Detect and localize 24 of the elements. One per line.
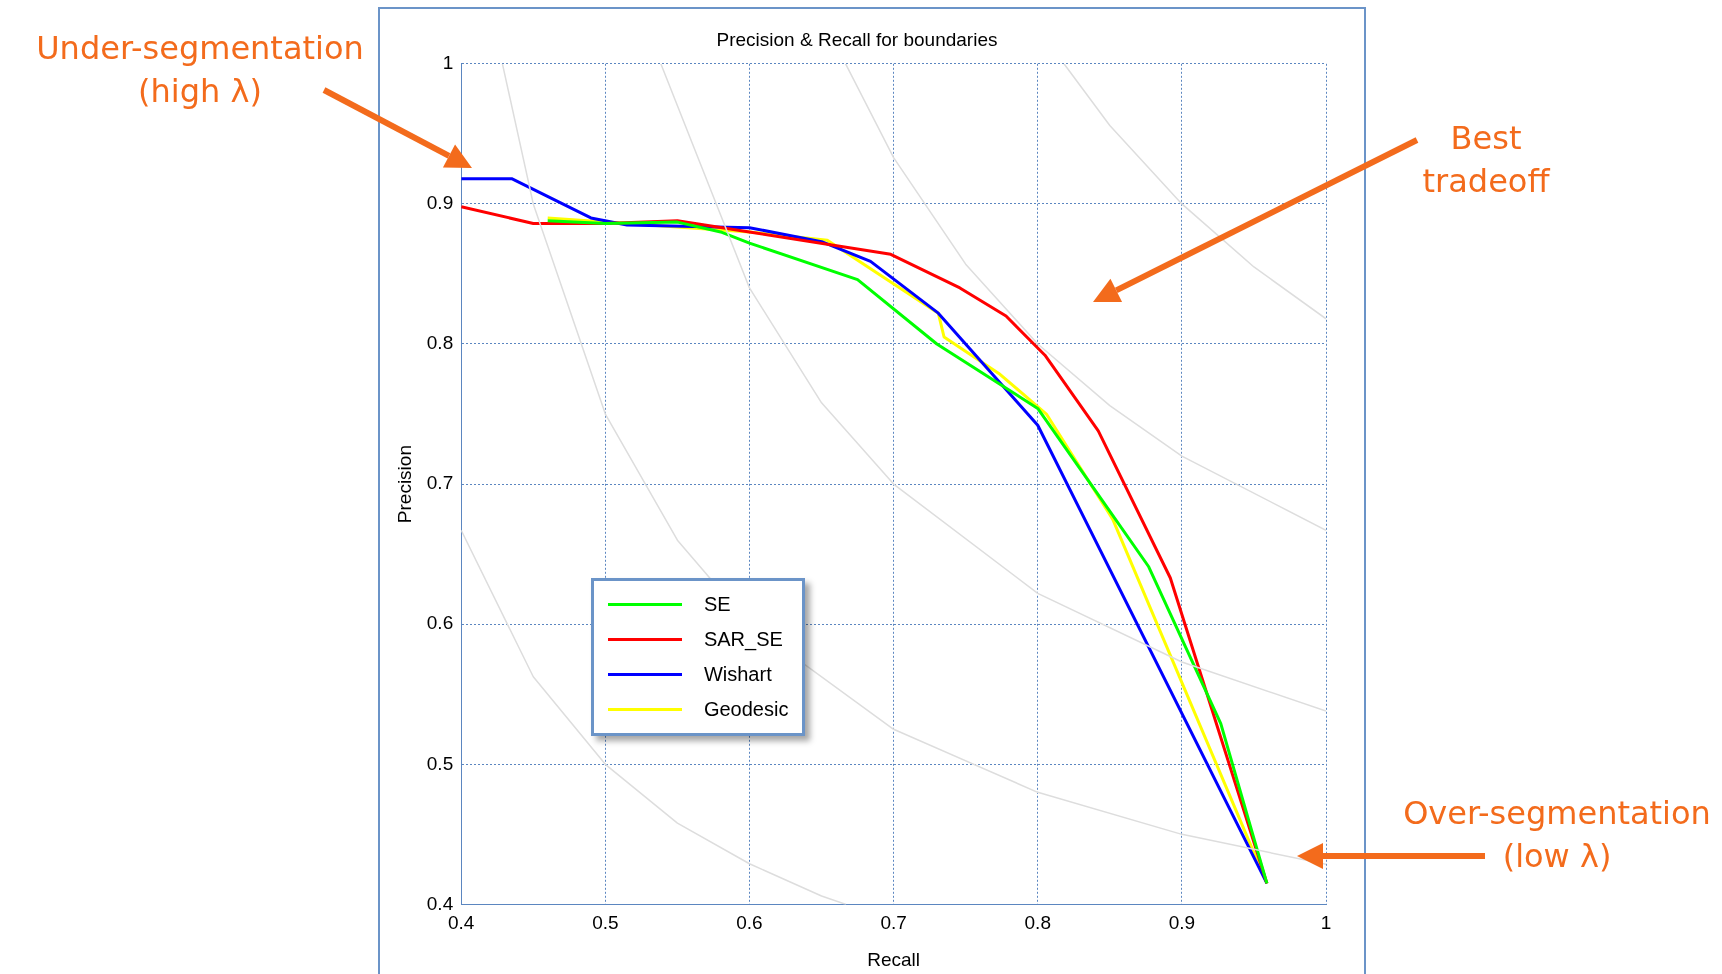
y-tick-label: 0.8 [426, 332, 454, 354]
y-tick-label: 0.9 [426, 192, 454, 214]
legend-label: SE [703, 593, 731, 617]
x-axis-title: Recall [867, 948, 921, 970]
text: Best tradeoff [1421, 117, 1552, 202]
x-tick-label: 0.8 [1024, 912, 1051, 934]
y-tick-label: 1 [442, 52, 454, 74]
x-tick-label: 0.6 [736, 912, 763, 934]
y-tick-label: 0.4 [426, 892, 454, 914]
y-axis-title: Precision [393, 445, 415, 524]
y-tick-label: 0.7 [426, 472, 454, 494]
x-tick-label: 0.7 [880, 912, 907, 934]
text: Under-segmentation (high λ) [35, 27, 365, 112]
text: Over-segmentation (low λ) [1402, 792, 1712, 877]
legend-label: Geodesic [703, 698, 789, 722]
x-tick-label: 0.9 [1168, 912, 1196, 934]
x-tick-label: 0.4 [448, 912, 475, 934]
y-tick-label: 0.6 [426, 612, 454, 634]
x-tick-label: 0.5 [592, 912, 619, 934]
chart-title: Precision & Recall for boundaries [716, 28, 998, 50]
legend-label: Wishart [703, 663, 772, 687]
y-tick-label: 0.5 [426, 752, 454, 774]
legend-label: SAR_SE [703, 628, 783, 652]
x-tick-label: 1 [1320, 912, 1332, 934]
